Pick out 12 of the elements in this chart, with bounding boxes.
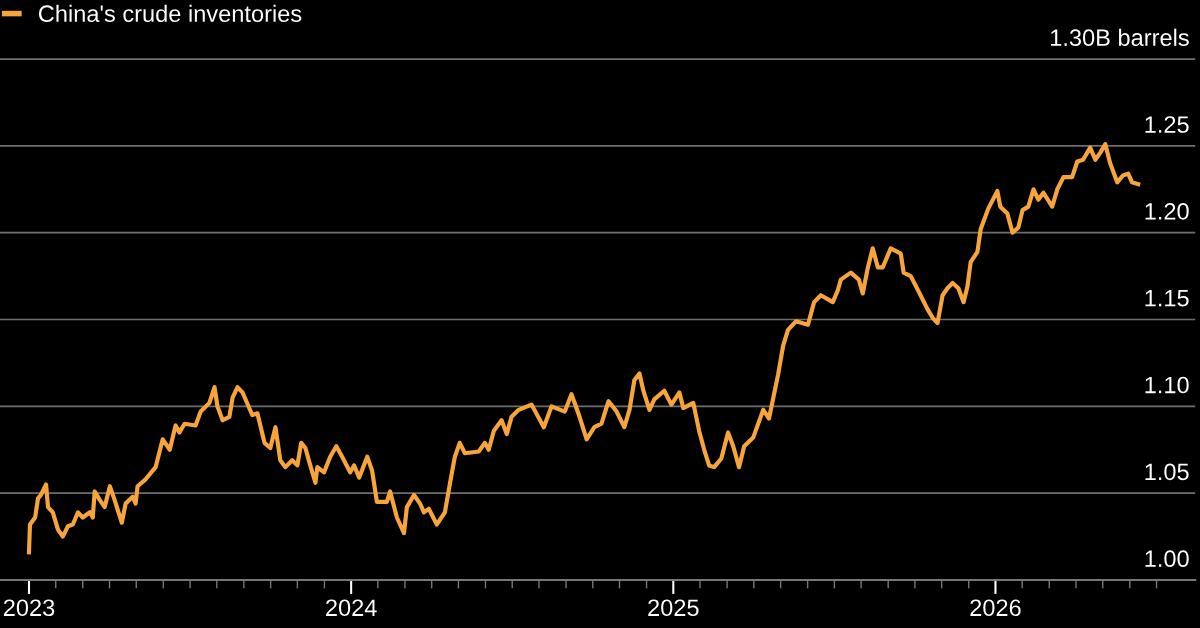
y-tick-label: 1.20 (1145, 202, 1189, 220)
y-tick-label: 1.30B barrels (1051, 28, 1189, 47)
x-tick-label: 2026 (970, 599, 1021, 617)
legend-label: China's crude inventories (38, 4, 302, 23)
y-tick-label: 1.10 (1145, 376, 1189, 394)
x-tick-label: 2025 (648, 599, 699, 617)
y-tick-label: 1.00 (1145, 550, 1189, 568)
y-tick-label: 1.15 (1145, 290, 1189, 307)
y-tick-label: 1.25 (1145, 116, 1189, 133)
y-tick-label: 1.05 (1145, 463, 1189, 481)
x-tick-label: 2023 (3, 599, 55, 617)
x-tick-label: 2024 (326, 599, 377, 617)
